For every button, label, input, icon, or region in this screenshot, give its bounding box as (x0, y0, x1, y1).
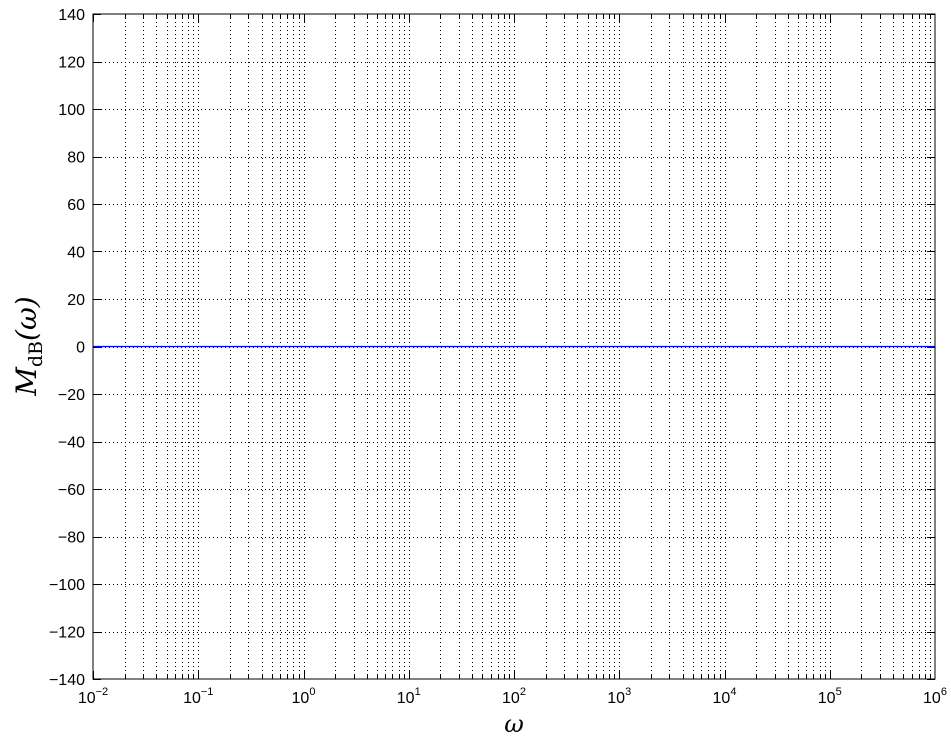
x-tick-label: 102 (502, 686, 526, 707)
x-tick-base: 10 (818, 690, 836, 707)
x-tick-base: 10 (713, 690, 731, 707)
y-tick-label: −40 (58, 435, 85, 452)
x-tick-exponent: 5 (836, 686, 842, 698)
y-tick-label: 40 (67, 245, 85, 262)
y-axis-label: MdB(ω) (10, 296, 47, 396)
y-tick-labels: −140 −120 −100 −80 −60 −40 −20 0 20 40 60 80 100 120 1… (49, 7, 85, 689)
x-tick-exponent: 1 (415, 686, 421, 698)
x-tick-labels: 10−2 10−1 100 101 102 103 104 105 106 (78, 686, 947, 707)
x-tick-label: 101 (397, 686, 421, 707)
plot-frame (92, 13, 936, 680)
x-tick-label: 104 (713, 686, 737, 707)
x-tick-label: 103 (607, 686, 631, 707)
x-tick-base: 10 (78, 690, 96, 707)
x-tick-label: 105 (818, 686, 842, 707)
x-tick-exponent: −2 (96, 686, 109, 698)
y-tick-label: 80 (67, 150, 85, 167)
y-tick-label: 100 (58, 102, 85, 119)
x-tick-exponent: 6 (941, 686, 947, 698)
x-tick-label: 100 (292, 686, 316, 707)
x-tick-label: 106 (923, 686, 947, 707)
tick-marks (93, 14, 935, 680)
y-tick-label: 20 (67, 292, 85, 309)
y-tick-label: 0 (76, 340, 85, 357)
x-tick-base: 10 (607, 690, 625, 707)
x-tick-exponent: 3 (625, 686, 631, 698)
x-tick-exponent: 0 (309, 686, 315, 698)
y-tick-label: −140 (49, 672, 85, 689)
y-tick-label: 60 (67, 197, 85, 214)
x-tick-base: 10 (183, 690, 201, 707)
x-tick-label: 10−1 (183, 686, 213, 707)
y-axis-label-arg: (ω) (10, 296, 43, 341)
y-axis-label-main: M (10, 366, 43, 397)
x-tick-exponent: 4 (730, 686, 736, 698)
y-tick-label: 140 (58, 7, 85, 24)
x-tick-exponent: −1 (201, 686, 214, 698)
x-tick-base: 10 (502, 690, 520, 707)
x-tick-base: 10 (292, 690, 310, 707)
x-tick-base: 10 (923, 690, 941, 707)
y-tick-label: −120 (49, 625, 85, 642)
x-axis-label: ω (504, 710, 524, 736)
y-tick-label: −100 (49, 577, 85, 594)
y-tick-label: −60 (58, 482, 85, 499)
y-tick-label: 120 (58, 55, 85, 72)
y-tick-label: −80 (58, 530, 85, 547)
x-tick-base: 10 (397, 690, 415, 707)
y-axis-label-sub: dB (25, 341, 47, 367)
y-tick-label: −20 (58, 387, 85, 404)
x-tick-exponent: 2 (520, 686, 526, 698)
x-tick-label: 10−2 (78, 686, 108, 707)
